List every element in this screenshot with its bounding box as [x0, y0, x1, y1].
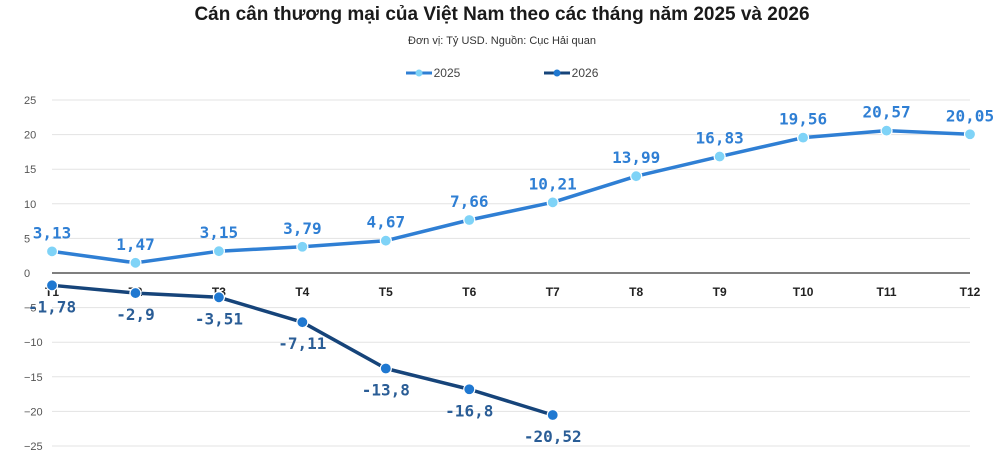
x-tick-label: T9 [713, 285, 727, 299]
y-tick-label: −20 [24, 406, 43, 418]
y-tick-label: 0 [24, 268, 30, 280]
y-tick-label: 5 [24, 233, 30, 245]
data-label-2025: 10,21 [529, 174, 577, 193]
legend-label-2026: 2026 [571, 66, 599, 80]
y-tick-label: 15 [24, 164, 36, 176]
data-point-2026 [212, 291, 226, 304]
data-point-2026 [45, 279, 59, 292]
data-label-2026: -3,51 [195, 309, 243, 328]
legend-item-2025[interactable]: 2025 [405, 66, 461, 80]
data-label-2026: -1,78 [28, 297, 76, 316]
data-label-2026: -7,11 [278, 334, 326, 353]
legend-swatch-2025 [405, 69, 432, 77]
data-label-2026: -2,9 [116, 305, 155, 324]
data-point-2025 [212, 245, 226, 258]
data-point-2025 [880, 124, 893, 137]
x-tick-label: T4 [295, 285, 309, 299]
data-label-2025: 7,66 [450, 192, 489, 211]
data-label-2025: 19,56 [779, 110, 827, 129]
data-point-2026 [296, 316, 309, 329]
data-label-2025: 4,67 [367, 213, 406, 232]
data-label-2026: -16,8 [445, 401, 493, 420]
data-point-2025 [379, 234, 392, 247]
data-label-2025: 1,47 [116, 235, 155, 254]
legend-item-2026[interactable]: 2026 [543, 66, 599, 80]
legend-swatch-2026 [543, 69, 570, 77]
y-tick-label: −5 [24, 303, 37, 315]
data-point-2026 [463, 383, 476, 396]
data-point-2025 [796, 131, 810, 144]
y-tick-label: 25 [24, 95, 36, 107]
data-point-2025 [963, 128, 977, 141]
data-label-2025: 3,79 [283, 219, 322, 238]
data-label-2026: -20,52 [524, 427, 582, 446]
x-tick-label: T7 [546, 285, 560, 299]
data-point-2025 [546, 196, 559, 209]
x-tick-label: T12 [960, 285, 981, 299]
data-point-2025 [713, 150, 726, 163]
data-point-2025 [129, 256, 142, 269]
y-tick-label: 10 [24, 199, 36, 211]
x-tick-label: T6 [462, 285, 476, 299]
series-line-2025 [50, 128, 972, 265]
x-tick-label: T8 [629, 285, 643, 299]
x-tick-label: T11 [877, 285, 897, 299]
data-label-2026: -13,8 [362, 380, 410, 399]
data-point-2025 [45, 245, 59, 258]
data-point-2026 [379, 362, 392, 375]
chart-subtitle: Đơn vị: Tỷ USD. Nguồn: Cục Hải quan [408, 35, 596, 47]
chart-title: Cán cân thương mại của Việt Nam theo các… [194, 4, 810, 25]
data-point-2026 [546, 408, 559, 422]
y-tick-label: −10 [24, 337, 43, 349]
data-point-2025 [630, 170, 643, 183]
y-tick-label: −25 [24, 441, 43, 453]
legend-label-2025: 2025 [433, 66, 461, 80]
data-point-2026 [129, 286, 142, 300]
data-label-2025: 3,13 [33, 223, 72, 242]
data-label-2025: 13,99 [612, 148, 660, 167]
data-label-2025: 16,83 [696, 129, 744, 148]
data-label-2025: 20,57 [862, 103, 910, 122]
legend: 2025 2026 [0, 66, 1004, 81]
x-tick-label: T10 [793, 285, 814, 299]
data-label-2025: 20,05 [946, 106, 994, 125]
x-tick-label: T5 [379, 285, 393, 299]
data-point-2025 [463, 213, 476, 227]
y-tick-label: 20 [24, 130, 36, 142]
y-tick-label: −15 [24, 372, 43, 384]
data-label-2025: 3,15 [200, 223, 239, 242]
data-point-2025 [296, 240, 309, 253]
